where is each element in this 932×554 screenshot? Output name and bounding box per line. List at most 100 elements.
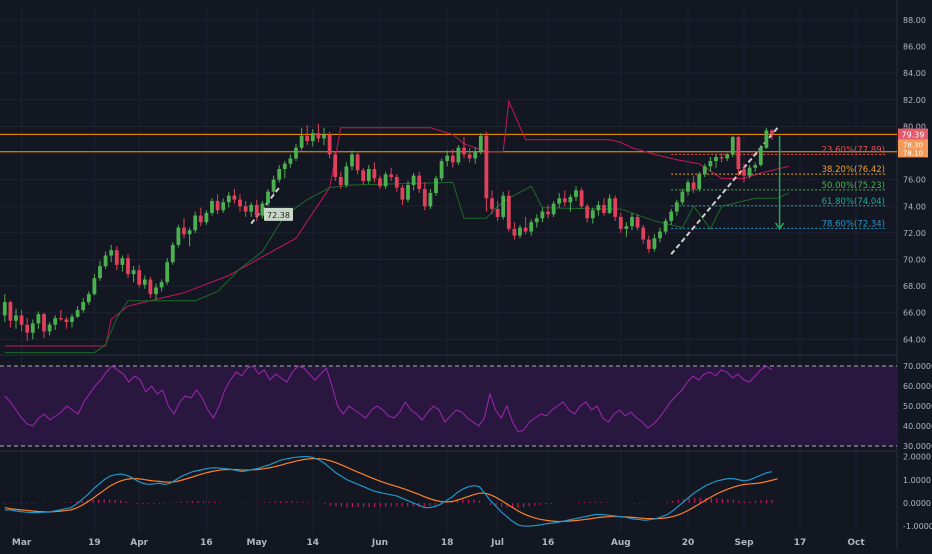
candle-body (697, 174, 702, 189)
candle-body (641, 227, 646, 240)
macd-tick-label: 2.0000 (903, 453, 931, 462)
candle-body (596, 204, 601, 211)
candle-body (372, 169, 377, 179)
candle-body (294, 147, 298, 159)
candle-body (708, 161, 713, 167)
candle-body (529, 222, 534, 232)
rsi-tick-label: 50.0000 (903, 402, 932, 411)
x-tick-label: 20 (682, 538, 695, 548)
support-step-line (4, 181, 790, 354)
candle-body (333, 154, 338, 178)
candle-body (607, 198, 612, 213)
candle-body (305, 135, 310, 142)
candle-body (646, 239, 651, 249)
candle-body (484, 135, 489, 199)
candle-body (686, 182, 690, 192)
candle-body (736, 137, 741, 170)
candle-body (495, 208, 500, 217)
macd-line (4, 456, 773, 527)
candle-body (120, 258, 125, 265)
candle-body (148, 279, 153, 295)
x-tick-label: 14 (307, 538, 320, 548)
candle-body (154, 287, 158, 295)
last-price-label: 79.39 (902, 131, 925, 140)
fib-level-label: 50.00%(75.23) (822, 181, 885, 191)
candle-body (215, 200, 220, 211)
candle-body (758, 147, 763, 166)
y-tick-label: 74.00 (903, 202, 926, 211)
price-tag (898, 147, 928, 158)
candle-body (478, 135, 483, 152)
x-tick-label: Jul (490, 538, 504, 548)
candle-body (210, 200, 214, 213)
candle-body (434, 178, 438, 193)
candle-body (30, 323, 35, 333)
candle-body (652, 238, 657, 249)
y-tick-label: 66.00 (903, 309, 926, 318)
candle-body (316, 133, 321, 139)
candle-body (725, 154, 730, 159)
candle-body (568, 196, 573, 203)
candle-body (383, 174, 388, 187)
x-tick-label: 19 (88, 538, 101, 548)
candle-body (137, 270, 142, 285)
candle-body (473, 151, 478, 159)
candle-body (764, 130, 769, 148)
y-tick-label: 80.00 (903, 122, 926, 131)
fib-level-label: 23.60%(77.89) (822, 146, 885, 156)
candle-body (131, 270, 136, 275)
candle-body (428, 192, 433, 207)
candle-body (350, 154, 354, 167)
macd-tick-label: 1.0000 (903, 476, 931, 485)
candle-body (232, 195, 237, 200)
candle-body (126, 258, 130, 275)
candle-body (193, 215, 198, 231)
candle-body (81, 302, 86, 311)
candle-body (501, 195, 506, 217)
y-tick-label: 68.00 (903, 282, 926, 291)
x-tick-label: Oct (847, 538, 865, 548)
last-price-tag (898, 128, 928, 140)
y-tick-label: 70.00 (903, 256, 926, 265)
candle-body (378, 178, 382, 187)
candle-body (702, 166, 707, 175)
candle-body (602, 204, 606, 213)
candle-body (14, 315, 18, 321)
candle-body (2, 302, 7, 316)
candle-body (518, 227, 522, 236)
candle-body (406, 184, 410, 200)
candle-body (64, 319, 69, 323)
fib-level-label: 78.60%(72.34) (822, 219, 885, 229)
candle-body (114, 250, 119, 265)
candle-body (512, 228, 517, 236)
candle-body (182, 227, 186, 235)
candle-body (58, 318, 63, 320)
candle-body (288, 158, 293, 164)
candle-body (540, 211, 545, 219)
candle-body (204, 212, 209, 223)
fib-level-label: 61.80%(74.04) (822, 197, 885, 207)
candle-body (344, 166, 349, 185)
target-arrow-head (774, 222, 785, 231)
price-tag (898, 139, 928, 150)
candle-body (366, 169, 371, 181)
candle-body (187, 230, 192, 235)
candle-body (635, 216, 640, 228)
candle-body (624, 226, 629, 229)
x-tick-label: Aug (611, 538, 631, 548)
candle-body (355, 154, 360, 171)
candle-body (361, 170, 366, 181)
candle-body (198, 215, 203, 223)
candle-body (747, 167, 752, 176)
x-tick-label: Apr (130, 538, 148, 548)
candle-body (770, 130, 774, 135)
annotation-box (264, 207, 293, 221)
candle-body (142, 279, 147, 285)
candle-body (221, 202, 226, 211)
y-tick-label: 64.00 (903, 335, 926, 344)
candle-body (613, 198, 618, 217)
candle-body (8, 302, 13, 321)
